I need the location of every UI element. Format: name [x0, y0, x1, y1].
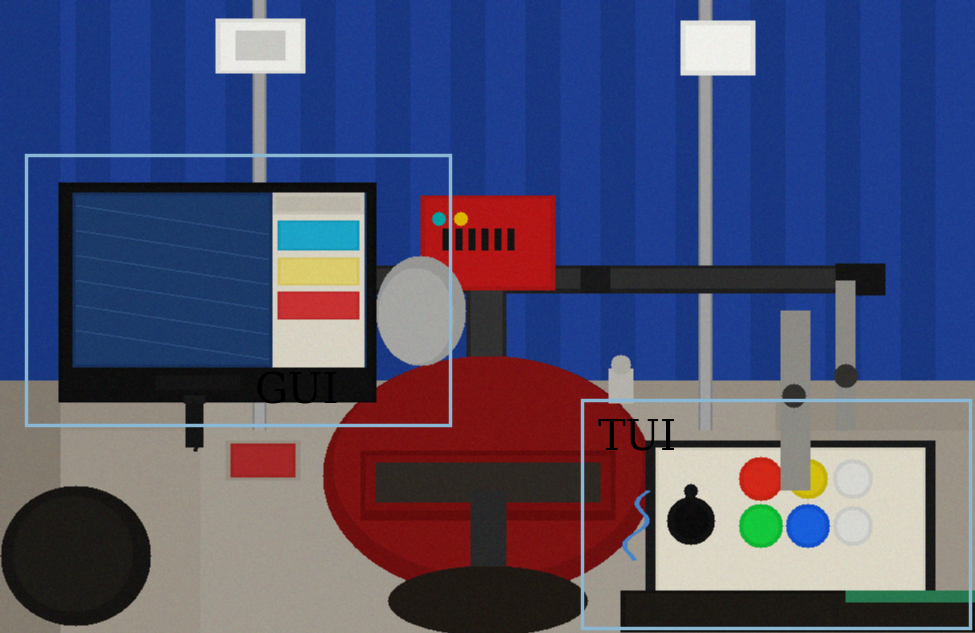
Bar	[582, 400, 970, 628]
Text: GUI: GUI	[255, 370, 339, 412]
Bar	[26, 155, 450, 425]
Text: TUI: TUI	[598, 416, 678, 458]
